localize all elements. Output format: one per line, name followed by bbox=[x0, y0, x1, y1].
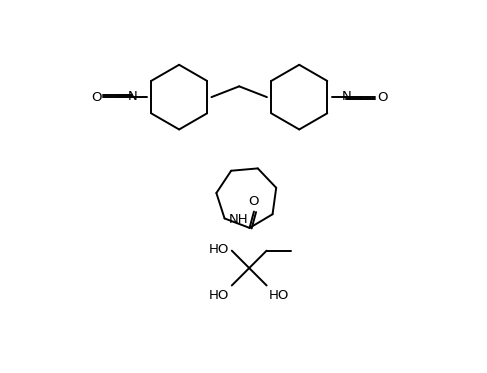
Text: N: N bbox=[127, 90, 137, 103]
Text: C: C bbox=[113, 90, 122, 103]
Text: NH: NH bbox=[228, 213, 248, 226]
Text: O: O bbox=[91, 91, 101, 104]
Text: O: O bbox=[249, 195, 259, 209]
Text: O: O bbox=[377, 91, 388, 104]
Text: N: N bbox=[341, 90, 351, 103]
Text: HO: HO bbox=[209, 289, 229, 301]
Text: HO: HO bbox=[269, 289, 289, 301]
Text: HO: HO bbox=[209, 243, 229, 256]
